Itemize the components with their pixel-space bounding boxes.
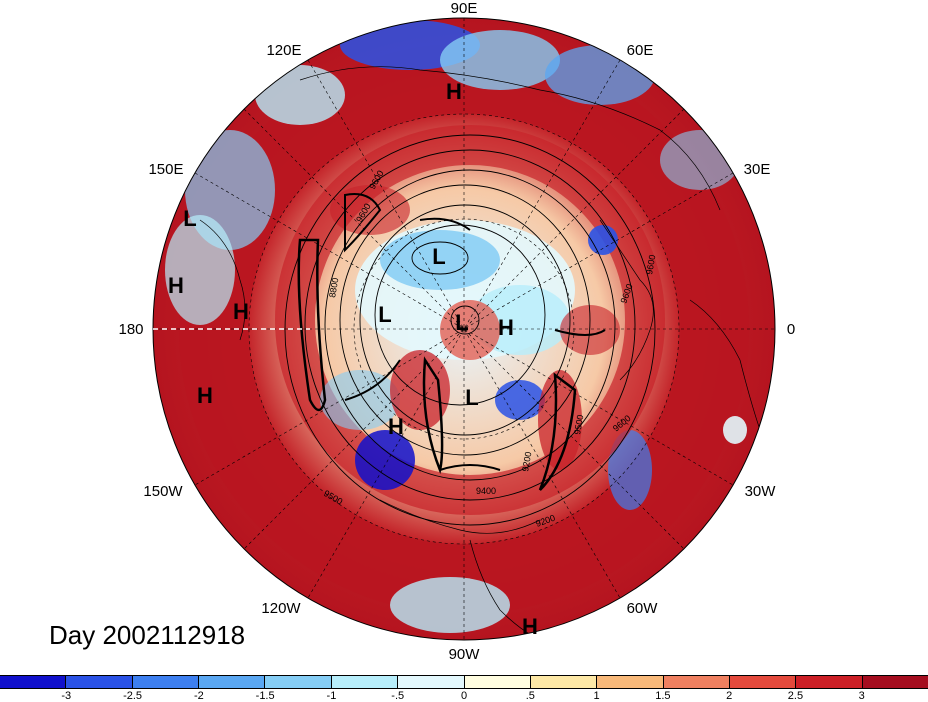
colorbar-tick-label: 1.5 bbox=[655, 690, 671, 702]
colorbar-box bbox=[0, 676, 67, 688]
colorbar-tick-label: -.5 bbox=[391, 690, 405, 702]
lon-label-30e: 30E bbox=[744, 161, 771, 178]
colorbar-box bbox=[796, 676, 863, 688]
marker-l-center: L bbox=[455, 310, 468, 335]
lon-label-90e: 90E bbox=[451, 0, 478, 17]
contour-label: 9400 bbox=[476, 486, 496, 496]
colorbar-box bbox=[265, 676, 332, 688]
colorbar-box bbox=[398, 676, 465, 688]
lon-label-60w: 60W bbox=[627, 600, 659, 617]
marker-h-southwest: H bbox=[197, 383, 213, 408]
colorbar-box bbox=[331, 676, 399, 688]
colorbar bbox=[0, 675, 928, 689]
colorbar-tick-label: .5 bbox=[525, 690, 535, 702]
marker-l-center-south: L bbox=[465, 385, 478, 410]
height-contours bbox=[284, 134, 656, 526]
lon-label-150e: 150E bbox=[148, 161, 183, 178]
day-label: Day 2002112918 bbox=[49, 620, 246, 650]
lon-label-30w: 30W bbox=[745, 483, 777, 500]
contour-label: 9200 bbox=[520, 451, 533, 472]
colorbar-box bbox=[132, 676, 200, 688]
colorbar-tick-label: -2.5 bbox=[123, 690, 143, 702]
contour-label: 8800 bbox=[327, 277, 340, 298]
marker-h-center-south: H bbox=[388, 414, 404, 439]
marker-h-west-2: H bbox=[233, 299, 249, 324]
colorbar-tick-label: 2.5 bbox=[787, 690, 804, 702]
contour-label: 9500 bbox=[572, 414, 585, 435]
lon-label-60e: 60E bbox=[627, 42, 654, 59]
anomaly-field bbox=[153, 18, 775, 640]
lon-label-150w: 150W bbox=[143, 483, 183, 500]
contour-label: 9600 bbox=[644, 254, 657, 275]
marker-h-west-1: H bbox=[168, 273, 184, 298]
colorbar-box bbox=[729, 676, 797, 688]
lon-label-180: 180 bbox=[118, 321, 143, 338]
colorbar-tick-label: -3 bbox=[61, 690, 72, 702]
marker-l-west-1: L bbox=[183, 206, 196, 231]
colorbar-tick-label: 2 bbox=[726, 690, 733, 702]
coastlines bbox=[199, 66, 761, 640]
colorbar-box bbox=[862, 676, 928, 688]
marker-l-center-west: L bbox=[378, 302, 391, 327]
marker-h-north: H bbox=[446, 79, 462, 104]
marker-l-center-north: L bbox=[432, 244, 445, 269]
colorbar-box bbox=[663, 676, 730, 688]
lon-label-120e: 120E bbox=[266, 42, 301, 59]
colorbar-tick-label: -1 bbox=[326, 690, 337, 702]
colorbar-tick-label: -1.5 bbox=[255, 690, 275, 702]
colorbar-tick-label: 3 bbox=[858, 690, 865, 702]
lon-label-90w: 90W bbox=[449, 646, 481, 663]
graticule bbox=[153, 18, 775, 640]
colorbar-box bbox=[199, 676, 266, 688]
colorbar-tick-label: -2 bbox=[193, 690, 204, 702]
colorbar-tick-label: 0 bbox=[460, 690, 468, 702]
colorbar-tick-label: 1 bbox=[593, 690, 600, 702]
marker-h-bottom: H bbox=[522, 614, 538, 639]
lon-label-0: 0 bbox=[787, 321, 795, 338]
lon-label-120w: 120W bbox=[261, 600, 301, 617]
colorbar-box bbox=[66, 676, 133, 688]
colorbar-box bbox=[597, 676, 664, 688]
marker-h-center: H bbox=[498, 315, 514, 340]
colorbar-box bbox=[530, 676, 598, 688]
colorbar-box bbox=[464, 676, 531, 688]
